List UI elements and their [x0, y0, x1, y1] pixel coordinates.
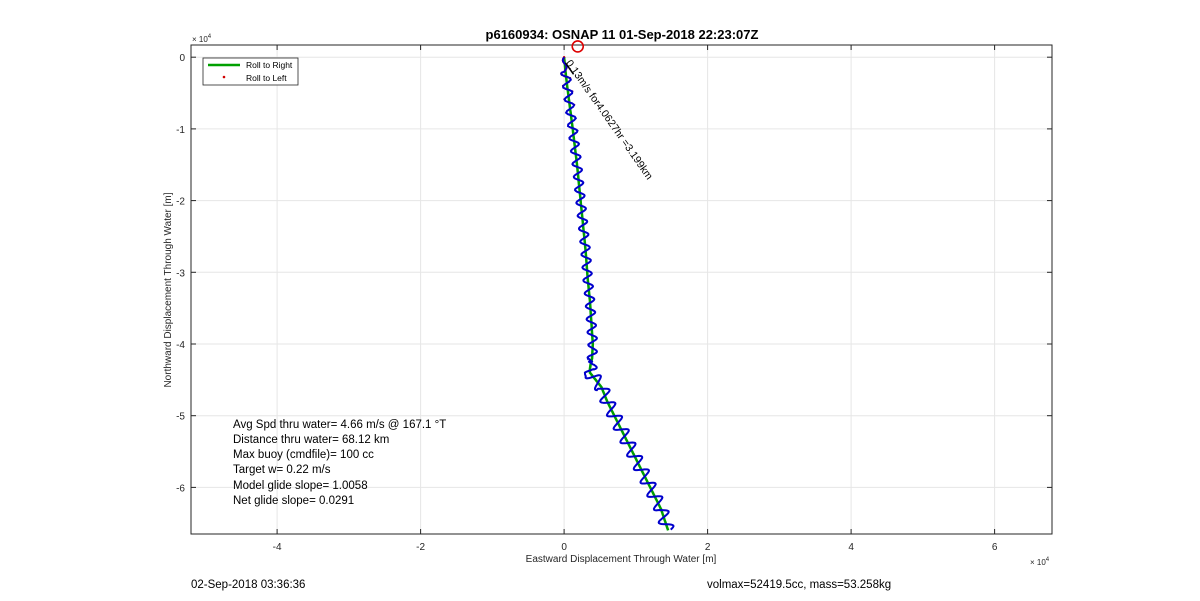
x-tick-label: 4: [848, 542, 854, 553]
plot-area-box: [190, 44, 1053, 535]
footer-timestamp: 02-Sep-2018 03:36:36: [191, 579, 305, 591]
surfacing-marker: [571, 40, 585, 53]
x-tick-label: 0: [561, 542, 567, 553]
y-tick-label: 0: [179, 53, 185, 64]
x-axis-multiplier: × 104: [1030, 557, 1050, 567]
data-layer: 0.13m/s for4.0627hr =3.199km: [560, 40, 675, 531]
y-tick-label: -5: [176, 412, 185, 423]
footer-volmax-mass: volmax=52419.5cc, mass=53.258kg: [707, 579, 891, 591]
legend: Roll to Right Roll to Left: [202, 57, 299, 86]
y-tick-label: -1: [176, 125, 185, 136]
x-tick-label: 2: [705, 542, 711, 553]
stat-net-glide: Net glide slope= 0.0291: [233, 495, 354, 507]
legend-box: [202, 57, 299, 86]
stat-target-w: Target w= 0.22 m/s: [233, 464, 331, 476]
x-axis-label: Eastward Displacement Through Water [m]: [526, 554, 717, 565]
x-tick-label: -2: [416, 542, 425, 553]
x-tick-label: 6: [992, 542, 998, 553]
series-glider-track: [560, 56, 675, 531]
x-tick-label: -4: [273, 542, 282, 553]
stat-max-buoy: Max buoy (cmdfile)= 100 cc: [233, 449, 374, 461]
y-tick-label: -6: [176, 483, 185, 494]
y-axis-label: Northward Displacement Through Water [m]: [163, 192, 174, 387]
y-tick-label: -4: [176, 340, 185, 351]
chart-title: p6160934: OSNAP 11 01-Sep-2018 22:23:07Z: [486, 27, 759, 42]
axis-ticks: -4 -2 0 2 4 6 0 -1 -2 -3 -4 -5 -6: [176, 45, 1052, 553]
legend-label-roll-left: Roll to Left: [246, 73, 287, 83]
stat-distance: Distance thru water= 68.12 km: [233, 434, 389, 446]
stat-avg-speed: Avg Spd thru water= 4.66 m/s @ 167.1 °T: [233, 419, 446, 431]
stat-model-glide: Model glide slope= 1.0058: [233, 480, 368, 492]
current-vector: [564, 62, 575, 75]
stats-block: Avg Spd thru water= 4.66 m/s @ 167.1 °T …: [233, 419, 446, 507]
grid: [191, 45, 1052, 534]
y-tick-label: -3: [176, 268, 185, 279]
legend-label-roll-right: Roll to Right: [246, 60, 293, 70]
y-axis-multiplier: × 104: [192, 34, 212, 44]
y-tick-label: -2: [176, 197, 185, 208]
legend-swatch-roll-left: [222, 75, 226, 79]
